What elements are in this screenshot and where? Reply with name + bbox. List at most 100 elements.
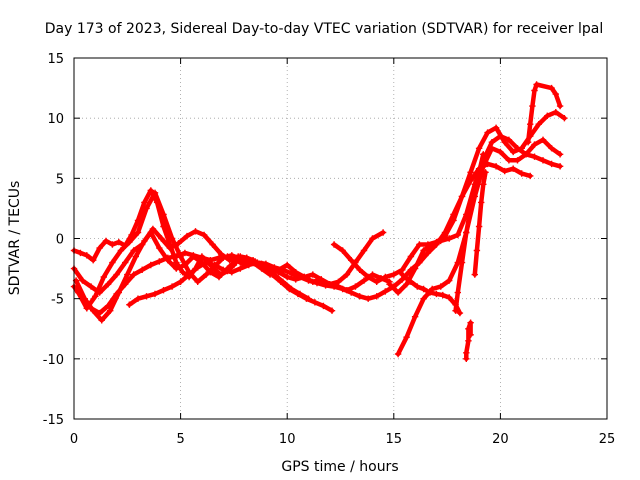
- data-point: [514, 157, 521, 164]
- data-point: [237, 265, 244, 272]
- data-point: [177, 278, 184, 285]
- data-point: [220, 266, 227, 273]
- data-point: [531, 153, 538, 160]
- data-point: [403, 281, 410, 288]
- data-point: [475, 145, 483, 152]
- data-point: [439, 291, 446, 299]
- data-point: [348, 257, 355, 264]
- data-point: [465, 325, 472, 332]
- data-point: [501, 167, 508, 175]
- data-point: [492, 124, 500, 131]
- data-point: [446, 294, 453, 301]
- data-point: [87, 305, 95, 312]
- data-point: [467, 331, 474, 338]
- data-point: [284, 261, 291, 269]
- data-point: [190, 252, 197, 259]
- data-point: [480, 151, 487, 158]
- data-point: [473, 247, 481, 254]
- data-point: [339, 247, 346, 254]
- data-point: [224, 253, 231, 260]
- data-point: [416, 241, 423, 248]
- data-point: [124, 271, 131, 278]
- data-point: [539, 157, 547, 164]
- data-point: [194, 264, 201, 271]
- data-point: [90, 257, 97, 264]
- data-point: [296, 273, 304, 281]
- data-point: [330, 283, 338, 290]
- data-point: [475, 169, 483, 176]
- data-point: [122, 281, 129, 288]
- data-point: [522, 151, 530, 158]
- data-point: [313, 279, 321, 287]
- data-point: [548, 145, 555, 152]
- data-point: [454, 289, 461, 296]
- data-point: [467, 319, 474, 326]
- data-point: [92, 293, 99, 300]
- data-point: [217, 271, 225, 278]
- data-point: [143, 205, 150, 212]
- data-point: [130, 247, 137, 254]
- data-point: [524, 139, 532, 146]
- data-point: [311, 299, 319, 306]
- data-point: [433, 290, 440, 298]
- data-point: [394, 350, 402, 358]
- data-point: [335, 278, 342, 285]
- data-point: [356, 266, 363, 273]
- data-point: [401, 273, 408, 281]
- series-line: [453, 152, 486, 313]
- data-point: [463, 349, 470, 356]
- data-point: [79, 295, 86, 302]
- data-point: [437, 283, 444, 290]
- data-point: [475, 223, 483, 230]
- y-tick-label: -10: [43, 353, 64, 368]
- data-point: [373, 278, 380, 285]
- data-point: [390, 271, 397, 278]
- data-point: [548, 84, 555, 92]
- data-point: [471, 187, 478, 194]
- data-point: [83, 252, 90, 259]
- data-point: [527, 121, 534, 128]
- series-track-7: [330, 109, 568, 285]
- data-point: [386, 281, 393, 288]
- data-point: [126, 238, 133, 246]
- data-point: [230, 261, 238, 269]
- series-track-11: [524, 81, 564, 146]
- series-line: [76, 190, 311, 311]
- series-track-13: [452, 151, 487, 314]
- y-tick-label: -5: [51, 293, 64, 308]
- chart-title: Day 173 of 2023, Sidereal Day-to-day VTE…: [45, 21, 603, 37]
- y-tick-label: -15: [43, 413, 64, 428]
- data-point: [262, 260, 270, 267]
- y-axis-label: SDTVAR / TECUs: [7, 181, 23, 296]
- data-point: [160, 211, 167, 218]
- data-point: [531, 87, 538, 94]
- data-point: [156, 244, 163, 252]
- data-point: [158, 235, 165, 242]
- x-tick-label: 5: [176, 432, 184, 447]
- data-point: [87, 283, 95, 290]
- data-point: [168, 235, 176, 242]
- data-point: [527, 172, 534, 180]
- data-point: [539, 136, 547, 143]
- data-point: [544, 112, 551, 119]
- x-tick-label: 10: [279, 432, 296, 447]
- data-point: [96, 309, 103, 317]
- data-point: [139, 266, 146, 273]
- data-point: [556, 151, 564, 158]
- x-tick-label: 0: [70, 432, 78, 447]
- data-point: [343, 271, 351, 278]
- data-point: [446, 235, 453, 242]
- data-point: [488, 139, 496, 146]
- data-point: [122, 259, 129, 266]
- data-point: [151, 290, 159, 298]
- data-point: [279, 266, 287, 273]
- data-point: [149, 225, 157, 233]
- data-point: [141, 199, 148, 206]
- data-point: [467, 169, 474, 176]
- data-point: [458, 193, 466, 200]
- data-point: [328, 307, 336, 314]
- data-point: [369, 271, 376, 278]
- data-point: [382, 273, 389, 281]
- data-point: [450, 217, 457, 224]
